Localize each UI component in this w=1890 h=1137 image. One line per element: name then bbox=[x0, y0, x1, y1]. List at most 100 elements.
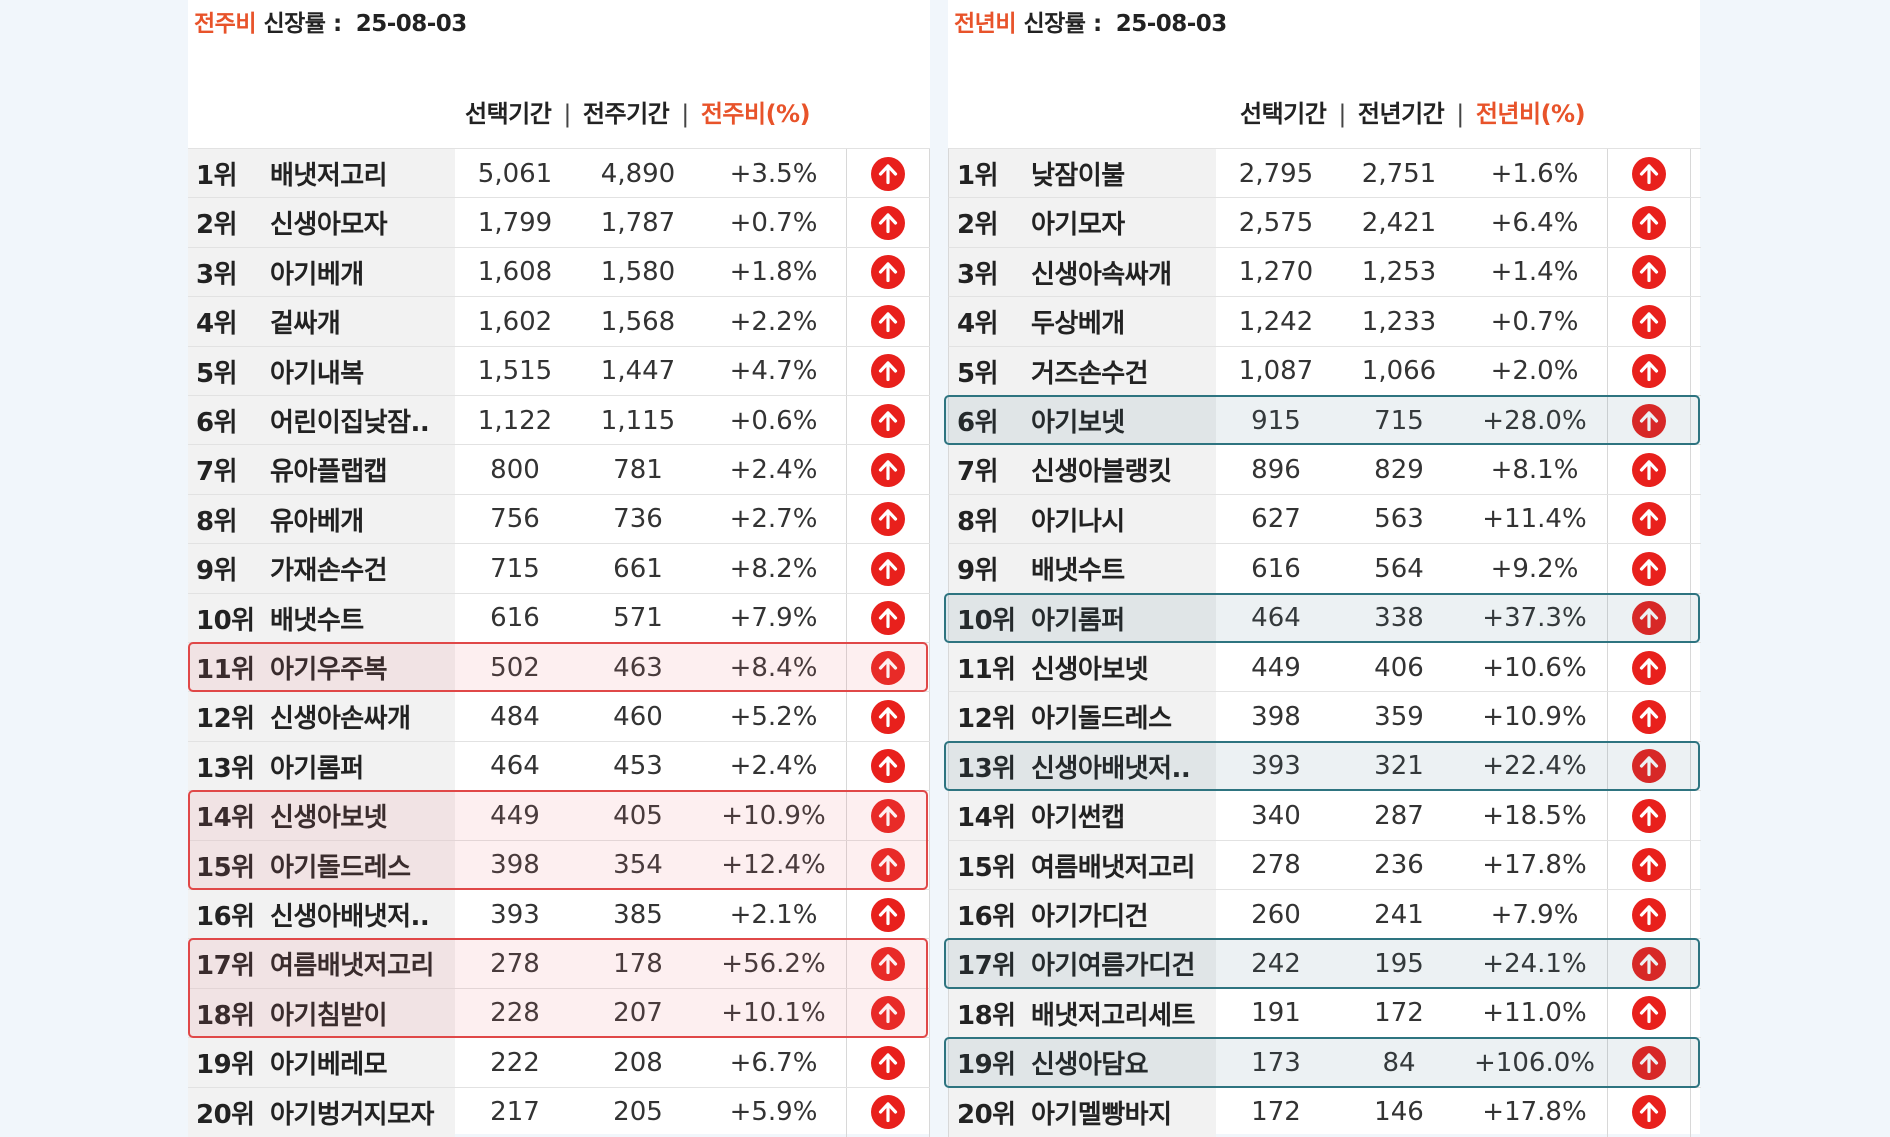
arrow-up-circle-icon[interactable] bbox=[871, 798, 905, 833]
keyword-label[interactable]: 신생아보넷 bbox=[270, 803, 388, 834]
trend-icon-cell[interactable] bbox=[846, 247, 930, 297]
trend-icon-cell[interactable] bbox=[846, 643, 930, 692]
trend-icon-cell[interactable] bbox=[846, 346, 930, 396]
arrow-up-circle-icon[interactable] bbox=[1632, 798, 1666, 833]
trend-icon-cell[interactable] bbox=[1607, 1087, 1691, 1137]
keyword-label[interactable]: 배냇저고리 bbox=[270, 161, 388, 191]
trend-icon-cell[interactable] bbox=[846, 1087, 930, 1137]
trend-icon-cell[interactable] bbox=[846, 692, 930, 742]
arrow-up-circle-icon[interactable] bbox=[871, 452, 905, 487]
trend-icon-cell[interactable] bbox=[1607, 692, 1691, 742]
arrow-up-circle-icon[interactable] bbox=[871, 304, 905, 339]
trend-icon-cell[interactable] bbox=[846, 741, 930, 791]
trend-icon-cell[interactable] bbox=[846, 297, 930, 347]
trend-icon-cell[interactable] bbox=[846, 791, 930, 841]
keyword-label[interactable]: 어린이집낮잠.. bbox=[270, 408, 430, 438]
arrow-up-circle-icon[interactable] bbox=[1632, 354, 1666, 389]
trend-icon-cell[interactable] bbox=[1607, 840, 1691, 890]
trend-icon-cell[interactable] bbox=[846, 890, 930, 939]
arrow-up-circle-icon[interactable] bbox=[1632, 848, 1666, 883]
keyword-label[interactable]: 신생아배냇저.. bbox=[1031, 753, 1191, 784]
trend-icon-cell[interactable] bbox=[1607, 494, 1691, 544]
keyword-label[interactable]: 아기침받이 bbox=[270, 1000, 388, 1031]
trend-icon-cell[interactable] bbox=[1607, 396, 1691, 445]
trend-icon-cell[interactable] bbox=[846, 198, 930, 248]
keyword-label[interactable]: 여름배냇저고리 bbox=[1031, 852, 1195, 883]
arrow-up-circle-icon[interactable] bbox=[1632, 601, 1666, 636]
arrow-up-circle-icon[interactable] bbox=[1632, 650, 1666, 685]
keyword-label[interactable]: 신생아배냇저.. bbox=[270, 902, 430, 932]
trend-icon-cell[interactable] bbox=[846, 988, 930, 1038]
arrow-up-circle-icon[interactable] bbox=[1632, 452, 1666, 487]
keyword-label[interactable]: 유아플랩캡 bbox=[270, 457, 388, 488]
trend-icon-cell[interactable] bbox=[1607, 593, 1691, 643]
keyword-label[interactable]: 신생아담요 bbox=[1031, 1050, 1149, 1081]
trend-icon-cell[interactable] bbox=[846, 149, 930, 198]
trend-icon-cell[interactable] bbox=[846, 544, 930, 594]
arrow-up-circle-icon[interactable] bbox=[871, 403, 905, 438]
keyword-label[interactable]: 아기나시 bbox=[1031, 506, 1125, 537]
keyword-label[interactable]: 아기모자 bbox=[1031, 210, 1125, 241]
arrow-up-circle-icon[interactable] bbox=[1632, 551, 1666, 586]
arrow-up-circle-icon[interactable] bbox=[871, 946, 905, 981]
keyword-label[interactable]: 아기여름가디건 bbox=[1031, 951, 1195, 982]
keyword-label[interactable]: 배냇수트 bbox=[270, 605, 364, 636]
keyword-label[interactable]: 아기베개 bbox=[270, 259, 364, 290]
arrow-up-circle-icon[interactable] bbox=[871, 502, 905, 537]
arrow-up-circle-icon[interactable] bbox=[1632, 403, 1666, 438]
keyword-label[interactable]: 두상베개 bbox=[1031, 309, 1125, 340]
keyword-label[interactable]: 거즈손수건 bbox=[1031, 358, 1149, 389]
arrow-up-circle-icon[interactable] bbox=[1632, 156, 1666, 191]
arrow-up-circle-icon[interactable] bbox=[871, 749, 905, 784]
trend-icon-cell[interactable] bbox=[1607, 247, 1691, 297]
keyword-label[interactable]: 아기돌드레스 bbox=[1031, 704, 1172, 735]
keyword-label[interactable]: 배냇저고리세트 bbox=[1031, 1000, 1195, 1031]
trend-icon-cell[interactable] bbox=[1607, 198, 1691, 248]
trend-icon-cell[interactable] bbox=[1607, 297, 1691, 347]
arrow-up-circle-icon[interactable] bbox=[871, 551, 905, 586]
trend-icon-cell[interactable] bbox=[1607, 149, 1691, 198]
keyword-label[interactable]: 아기멜빵바지 bbox=[1031, 1099, 1172, 1130]
arrow-up-circle-icon[interactable] bbox=[1632, 897, 1666, 932]
arrow-up-circle-icon[interactable] bbox=[1632, 996, 1666, 1031]
keyword-label[interactable]: 신생아보넷 bbox=[1031, 655, 1149, 685]
trend-icon-cell[interactable] bbox=[1607, 939, 1691, 989]
arrow-up-circle-icon[interactable] bbox=[871, 1045, 905, 1080]
keyword-label[interactable]: 배냇수트 bbox=[1031, 556, 1125, 587]
keyword-label[interactable]: 아기보넷 bbox=[1031, 408, 1125, 438]
arrow-up-circle-icon[interactable] bbox=[871, 255, 905, 290]
keyword-label[interactable]: 신생아손싸개 bbox=[270, 704, 411, 735]
keyword-label[interactable]: 가재손수건 bbox=[270, 556, 388, 587]
arrow-up-circle-icon[interactable] bbox=[1632, 1095, 1666, 1130]
keyword-label[interactable]: 여름배냇저고리 bbox=[270, 951, 434, 982]
arrow-up-circle-icon[interactable] bbox=[871, 699, 905, 734]
arrow-up-circle-icon[interactable] bbox=[871, 996, 905, 1031]
keyword-label[interactable]: 신생아모자 bbox=[270, 210, 388, 241]
arrow-up-circle-icon[interactable] bbox=[1632, 699, 1666, 734]
arrow-up-circle-icon[interactable] bbox=[1632, 304, 1666, 339]
trend-icon-cell[interactable] bbox=[846, 445, 930, 495]
arrow-up-circle-icon[interactable] bbox=[871, 650, 905, 685]
trend-icon-cell[interactable] bbox=[846, 840, 930, 890]
arrow-up-circle-icon[interactable] bbox=[871, 354, 905, 389]
trend-icon-cell[interactable] bbox=[1607, 988, 1691, 1038]
arrow-up-circle-icon[interactable] bbox=[871, 205, 905, 240]
trend-icon-cell[interactable] bbox=[846, 494, 930, 544]
arrow-up-circle-icon[interactable] bbox=[871, 601, 905, 636]
keyword-label[interactable]: 신생아블랭킷 bbox=[1031, 457, 1172, 488]
keyword-label[interactable]: 아기가디건 bbox=[1031, 902, 1149, 932]
keyword-label[interactable]: 아기베레모 bbox=[270, 1050, 388, 1081]
keyword-label[interactable]: 아기벙거지모자 bbox=[270, 1099, 434, 1130]
arrow-up-circle-icon[interactable] bbox=[871, 156, 905, 191]
keyword-label[interactable]: 겉싸개 bbox=[270, 309, 341, 340]
arrow-up-circle-icon[interactable] bbox=[871, 848, 905, 883]
keyword-label[interactable]: 아기롬퍼 bbox=[1031, 605, 1125, 636]
arrow-up-circle-icon[interactable] bbox=[871, 1095, 905, 1130]
trend-icon-cell[interactable] bbox=[1607, 643, 1691, 692]
trend-icon-cell[interactable] bbox=[1607, 890, 1691, 939]
trend-icon-cell[interactable] bbox=[1607, 791, 1691, 841]
arrow-up-circle-icon[interactable] bbox=[871, 897, 905, 932]
arrow-up-circle-icon[interactable] bbox=[1632, 205, 1666, 240]
keyword-label[interactable]: 아기롬퍼 bbox=[270, 753, 364, 784]
keyword-label[interactable]: 아기돌드레스 bbox=[270, 852, 411, 883]
